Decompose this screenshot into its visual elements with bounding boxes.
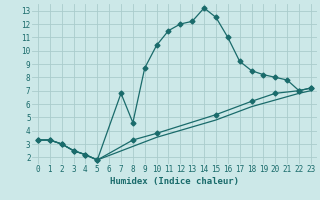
X-axis label: Humidex (Indice chaleur): Humidex (Indice chaleur) [110,177,239,186]
